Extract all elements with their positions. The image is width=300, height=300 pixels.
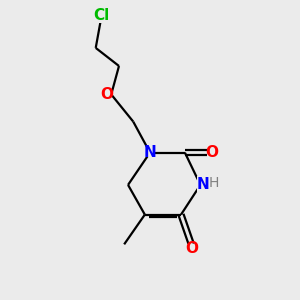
Bar <box>145 148 155 157</box>
Text: O: O <box>100 87 113 102</box>
Bar <box>197 176 217 194</box>
Text: Cl: Cl <box>93 8 109 23</box>
Text: N: N <box>196 177 209 192</box>
Bar <box>93 9 109 22</box>
Text: O: O <box>205 145 218 160</box>
Text: H: H <box>209 176 219 190</box>
Bar <box>187 244 196 252</box>
Text: O: O <box>185 241 198 256</box>
Bar <box>102 90 111 99</box>
Bar <box>207 148 216 157</box>
Text: N: N <box>144 145 156 160</box>
